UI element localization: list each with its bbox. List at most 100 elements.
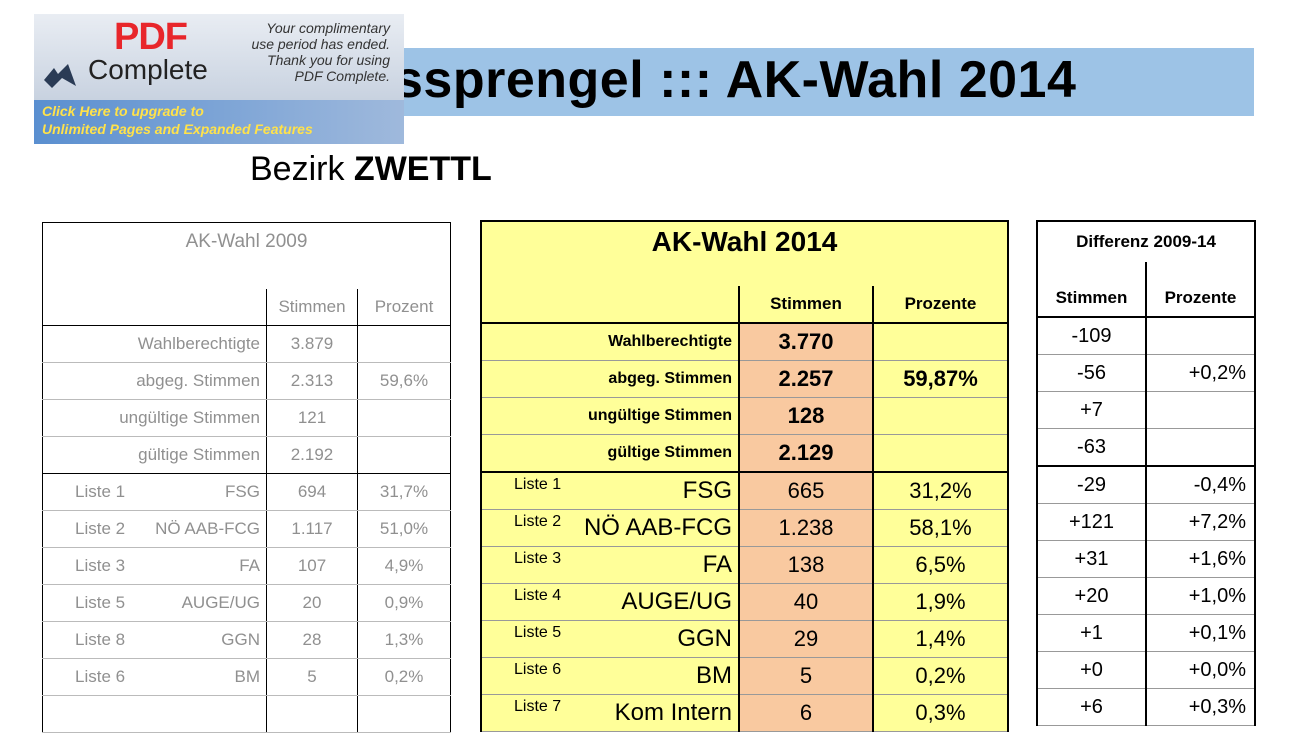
col-votes-header: Stimmen (266, 289, 358, 326)
votes-cell: 128 (738, 397, 874, 435)
district-subtitle: Bezirk ZWETTL (250, 150, 492, 189)
table-row: +1 +0,1% (1036, 614, 1256, 652)
message-line: PDF Complete. (294, 68, 390, 84)
pct-cell: 31,2% (872, 472, 1009, 510)
table-2014-title: AK-Wahl 2014 (480, 220, 1009, 286)
list-party: FA (702, 551, 732, 578)
message-line: Your complimentary (266, 20, 390, 36)
pct-cell (872, 323, 1009, 361)
list-number: Liste 3 (514, 550, 562, 567)
diff-table-title: Differenz 2009-14 (1036, 220, 1256, 262)
list-number: Liste 2 (75, 519, 126, 538)
list-number: Liste 5 (75, 593, 126, 612)
list-party: FA (239, 556, 260, 575)
results-2009-table: AK-Wahl 2009 Stimmen Prozent Wahlberecht… (42, 222, 451, 733)
table-row: Liste 2 NÖ AAB-FCG 1.117 51,0% (42, 510, 451, 548)
list-label: Liste 3 FA (42, 547, 267, 585)
table-row: Liste 2 NÖ AAB-FCG 1.238 58,1% (480, 509, 1009, 547)
list-number: Liste 4 (514, 587, 562, 604)
pct-cell: 0,2% (872, 657, 1009, 695)
list-party: NÖ AAB-FCG (583, 514, 732, 541)
table-row: Liste 1 FSG 665 31,2% (480, 472, 1009, 510)
list-label (42, 695, 267, 733)
list-party: Kom Intern (614, 699, 732, 726)
list-number: Liste 1 (75, 482, 126, 501)
votes-diff-cell: -56 (1036, 354, 1147, 392)
list-number: Liste 2 (514, 513, 562, 530)
votes-diff-cell: +0 (1036, 651, 1147, 689)
table-row: Liste 1 FSG 694 31,7% (42, 473, 451, 511)
results-2014-table: AK-Wahl 2014 Stimmen Prozente Wahlberech… (480, 220, 1009, 732)
list-number: Liste 6 (514, 661, 562, 678)
table-row: -56 +0,2% (1036, 354, 1256, 392)
pct-diff-cell (1145, 428, 1256, 467)
votes-cell: 1.238 (738, 509, 874, 547)
votes-diff-cell: +121 (1036, 503, 1147, 541)
table-row: Liste 7 Kom Intern 6 0,3% (480, 694, 1009, 732)
gap-cell (1145, 262, 1256, 280)
col-pct-header: Prozente (872, 286, 1009, 324)
list-label: Liste 3 FA (480, 546, 740, 584)
votes-diff-cell: +6 (1036, 688, 1147, 726)
pct-cell: 0,9% (357, 584, 451, 622)
message-line: Thank you for using (267, 52, 390, 68)
table-row: +7 (1036, 391, 1256, 429)
header-blank (42, 289, 267, 326)
votes-diff-cell: -63 (1036, 428, 1147, 467)
pct-diff-cell: +1,6% (1145, 540, 1256, 578)
table-row (42, 695, 451, 733)
page-title: ssprengel ::: AK-Wahl 2014 (394, 51, 1077, 109)
gap-cell (1036, 262, 1147, 280)
message-line: use period has ended. (251, 36, 390, 52)
pct-diff-cell (1145, 391, 1256, 429)
row-label: Wahlberechtigte (42, 325, 267, 363)
list-label: Liste 2 NÖ AAB-FCG (42, 510, 267, 548)
pct-cell (357, 325, 451, 363)
pct-diff-cell: +0,3% (1145, 688, 1256, 726)
pct-cell: 59,87% (872, 360, 1009, 398)
row-label: ungültige Stimmen (42, 399, 267, 437)
pct-cell: 0,3% (872, 694, 1009, 732)
pct-diff-cell: +0,1% (1145, 614, 1256, 652)
votes-cell: 29 (738, 620, 874, 658)
row-label: ungültige Stimmen (480, 397, 740, 435)
pdf-complete-upgrade-banner[interactable]: PDF Complete Your complimentary use peri… (34, 14, 404, 144)
pct-diff-cell: +7,2% (1145, 503, 1256, 541)
pct-cell: 59,6% (357, 362, 451, 400)
table-row: Liste 8 GGN 28 1,3% (42, 621, 451, 659)
votes-cell: 1.117 (266, 510, 358, 548)
list-label: Liste 1 FSG (480, 472, 740, 510)
upgrade-link[interactable]: Click Here to upgrade to Unlimited Pages… (42, 102, 313, 138)
votes-cell: 3.879 (266, 325, 358, 363)
table-row: -63 (1036, 428, 1256, 467)
table-row: ungültige Stimmen 128 (480, 397, 1009, 435)
votes-diff-cell: -29 (1036, 466, 1147, 504)
pct-cell: 31,7% (357, 473, 451, 511)
list-party: NÖ AAB-FCG (155, 519, 260, 538)
pct-cell (872, 397, 1009, 435)
banner-message: Your complimentary use period has ended.… (220, 20, 390, 84)
list-party: AUGE/UG (621, 588, 732, 615)
header-blank (480, 286, 740, 324)
row-label: abgeg. Stimmen (480, 360, 740, 398)
list-number: Liste 8 (75, 630, 126, 649)
cta-line[interactable]: Click Here to upgrade to (42, 103, 204, 119)
list-label: Liste 4 AUGE/UG (480, 583, 740, 621)
table-2009-title: AK-Wahl 2009 (42, 222, 451, 289)
table-row: -29 -0,4% (1036, 466, 1256, 504)
brand-pdf: PDF (114, 16, 188, 58)
pct-diff-cell: -0,4% (1145, 466, 1256, 504)
title-bar (300, 48, 1254, 116)
cta-line[interactable]: Unlimited Pages and Expanded Features (42, 121, 313, 137)
list-label: Liste 5 AUGE/UG (42, 584, 267, 622)
votes-cell: 121 (266, 399, 358, 437)
pct-cell: 4,9% (357, 547, 451, 585)
pct-cell (357, 695, 451, 733)
list-label: Liste 6 BM (480, 657, 740, 695)
list-number: Liste 5 (514, 624, 562, 641)
table-row: +121 +7,2% (1036, 503, 1256, 541)
votes-cell: 2.129 (738, 434, 874, 473)
votes-diff-cell: +20 (1036, 577, 1147, 615)
votes-cell: 665 (738, 472, 874, 510)
subtitle-prefix: Bezirk (250, 150, 345, 188)
